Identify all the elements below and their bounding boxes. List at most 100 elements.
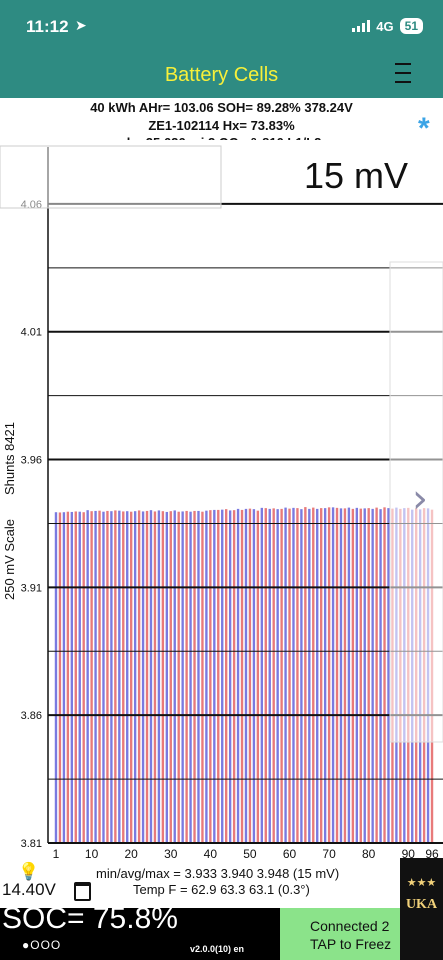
cell-bar — [351, 508, 355, 843]
cell-bar — [347, 507, 351, 843]
x-tick-label: 30 — [164, 847, 178, 860]
cell-bar — [90, 511, 93, 843]
side-panel[interactable] — [389, 261, 443, 743]
shunts-label: Shunts 8421 — [2, 422, 17, 495]
lightbulb-icon[interactable]: 💡 — [18, 862, 40, 881]
cell-bar — [276, 509, 279, 843]
cell-bar — [54, 512, 58, 843]
cell-bar — [141, 511, 145, 843]
vehicle-id-line: ZE1-102114 Hx= 73.83% — [148, 118, 295, 133]
cell-bar — [335, 507, 339, 843]
cell-bar — [316, 508, 319, 843]
cell-bar — [82, 512, 85, 843]
page-dots[interactable]: ●OOO — [22, 938, 62, 952]
cell-bar — [197, 510, 200, 843]
cell-bar — [320, 508, 323, 843]
network-label: 4G — [376, 18, 394, 34]
uka-logo: ★★★ UKA — [400, 858, 443, 960]
cell-bar — [367, 508, 370, 843]
status-indicators: 4G 51 — [352, 18, 423, 34]
cell-bar — [331, 507, 335, 843]
cell-bar — [339, 508, 343, 843]
cell-bar — [268, 508, 271, 843]
cell-bar — [359, 508, 362, 843]
cell-bar — [375, 507, 378, 843]
cell-bar — [106, 510, 109, 843]
cell-bar — [114, 510, 117, 843]
x-tick-labels: 1 10 20 30 40 50 60 70 80 90 96 — [53, 847, 439, 860]
cell-bar — [189, 511, 192, 843]
cell-voltage-chart[interactable]: 3.813.863.913.964.014.06 110203040506070… — [0, 140, 443, 860]
y-tick-label: 3.86 — [21, 710, 42, 722]
cell-bar — [232, 510, 236, 843]
cell-bar — [323, 508, 327, 843]
cell-bar — [118, 510, 121, 843]
hamburger-menu-icon[interactable] — [395, 60, 413, 88]
cell-bar — [126, 511, 129, 843]
location-arrow-icon: ➤ — [75, 17, 87, 33]
cell-bar — [383, 507, 386, 843]
scale-label: 15 mV — [304, 155, 408, 196]
x-tick-label: 70 — [322, 847, 336, 860]
cell-bar — [66, 511, 70, 843]
cell-bar — [308, 508, 311, 843]
cell-bar — [173, 510, 176, 843]
cell-bar — [177, 511, 180, 843]
cell-bar — [228, 510, 232, 843]
cell-bar — [122, 511, 125, 843]
cell-bar — [102, 511, 105, 843]
cell-bar — [221, 509, 224, 843]
cell-bar — [264, 508, 267, 843]
chart-overlay-box — [0, 145, 222, 209]
x-tick-label: 80 — [362, 847, 376, 860]
cell-bar — [98, 510, 101, 843]
cell-bar — [153, 511, 157, 843]
cell-bar — [78, 511, 81, 843]
x-tick-label: 90 — [402, 847, 416, 860]
x-tick-label: 60 — [283, 847, 297, 860]
cell-bar — [312, 507, 315, 843]
cell-bar — [149, 510, 153, 843]
y-tick-label: 3.81 — [21, 838, 42, 850]
cell-bar — [62, 512, 66, 843]
y-axis-label: 250 mV Scale — [2, 519, 17, 600]
app-header: Battery Cells — [0, 52, 443, 98]
chart-gridlines — [48, 202, 443, 844]
cell-bar — [70, 511, 74, 843]
calendar-icon[interactable] — [74, 882, 91, 901]
cell-bar — [288, 508, 291, 843]
cell-bar — [296, 508, 299, 843]
cell-bar — [248, 508, 252, 843]
chevron-right-icon[interactable]: › — [412, 476, 428, 522]
freeze-hint: TAP to Freez — [310, 936, 392, 952]
status-time: 11:12 — [26, 17, 69, 36]
cell-bar — [272, 508, 275, 843]
cell-bar — [185, 510, 188, 843]
cell-bar — [280, 508, 283, 843]
connection-button[interactable]: Connected 2 TAP to Freez — [280, 908, 400, 960]
cell-bar — [371, 508, 374, 843]
cell-bar — [86, 510, 89, 843]
cell-bar — [387, 508, 390, 843]
cell-bar — [284, 507, 287, 843]
cell-bar — [327, 507, 331, 843]
cell-bar — [181, 511, 184, 843]
cell-bar — [133, 511, 137, 843]
cell-bar — [256, 510, 260, 843]
cell-bar — [343, 508, 347, 843]
cell-bar — [145, 510, 149, 843]
cell-bar — [74, 511, 77, 843]
asterisk-icon[interactable]: * — [418, 112, 430, 145]
aux-voltage: 14.40V — [2, 880, 56, 899]
stars-icon: ★★★ — [406, 877, 437, 889]
cell-bar — [161, 511, 165, 843]
cell-bar — [213, 509, 216, 843]
cell-bar — [137, 510, 141, 843]
battery-summary: 40 kWh AHr= 103.06 SOH= 89.28% 378.24V — [90, 100, 353, 115]
x-tick-label: 50 — [243, 847, 257, 860]
cell-bar — [363, 508, 366, 843]
cell-bar — [209, 510, 212, 843]
x-tick-label: 1 — [53, 847, 60, 860]
cell-bar — [240, 509, 244, 843]
cell-bar — [205, 510, 208, 843]
